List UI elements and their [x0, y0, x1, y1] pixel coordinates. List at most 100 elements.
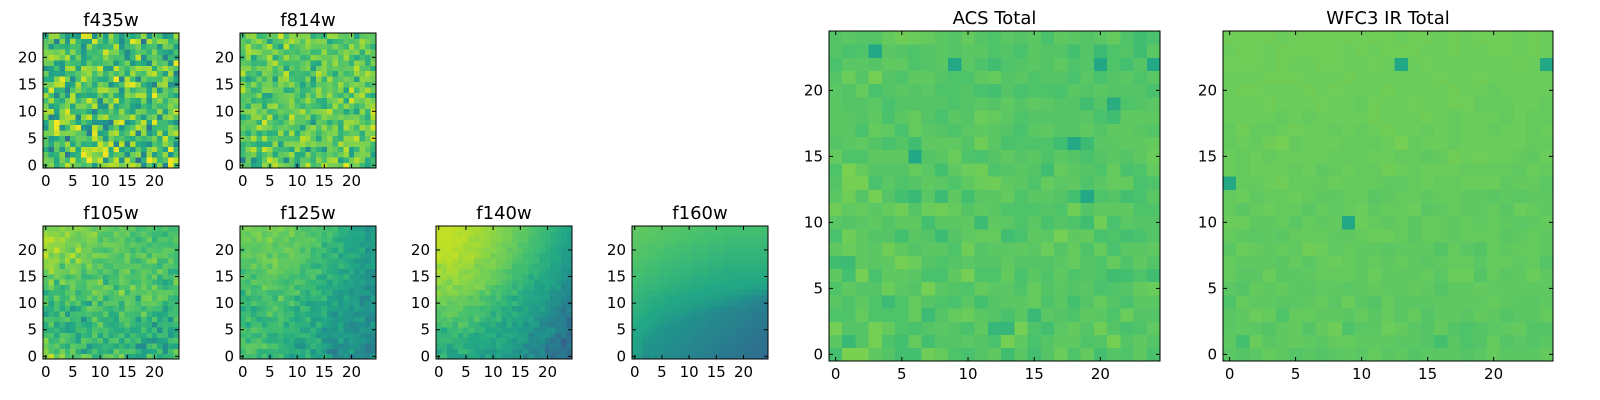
- heatmap-cell: [1223, 334, 1237, 349]
- heatmap-cell: [735, 263, 742, 269]
- heatmap-cell: [1526, 202, 1541, 217]
- heatmap-cell: [157, 226, 164, 232]
- heatmap-cell: [321, 236, 328, 243]
- heatmap-cell: [1381, 321, 1395, 335]
- heatmap-cell: [70, 43, 77, 50]
- heatmap-cell: [102, 337, 109, 344]
- heatmap-cell: [108, 257, 115, 264]
- heatmap-cell: [365, 311, 371, 317]
- heatmap-cell: [108, 268, 115, 275]
- heatmap-cell: [102, 119, 109, 126]
- heatmap-cell: [113, 337, 120, 344]
- heatmap-cell: [354, 247, 361, 253]
- heatmap-cell: [240, 311, 246, 317]
- heatmap-cell: [64, 321, 71, 328]
- heatmap-cell: [746, 321, 753, 328]
- heatmap-cell: [948, 308, 962, 322]
- heatmap-cell: [130, 97, 136, 104]
- heatmap-cell: [691, 300, 698, 307]
- heatmap-cell: [702, 311, 709, 317]
- heatmap-cell: [446, 332, 453, 339]
- heatmap-cell: [337, 135, 344, 142]
- heatmap-cell: [108, 43, 115, 50]
- heatmap-cell: [1434, 176, 1448, 190]
- heatmap-cell: [1447, 215, 1461, 230]
- heatmap-cell: [43, 343, 49, 349]
- heatmap-cell: [86, 231, 93, 238]
- heatmap-cell: [751, 257, 758, 264]
- heatmap-cell: [283, 337, 290, 344]
- heatmap-cell: [97, 305, 104, 312]
- heatmap-cell: [686, 268, 693, 275]
- heatmap-cell: [659, 289, 666, 296]
- heatmap-cell: [948, 281, 962, 296]
- heatmap-cell: [713, 343, 720, 349]
- heatmap-cell: [539, 337, 546, 344]
- heatmap-cell: [648, 321, 655, 328]
- heatmap-cell: [719, 231, 725, 238]
- heatmap-cell: [675, 236, 682, 243]
- heatmap-cell: [517, 257, 524, 264]
- heatmap-cell: [659, 343, 666, 349]
- heatmap-cell: [881, 255, 896, 269]
- heatmap-cell: [1302, 189, 1316, 203]
- heatmap-cell: [97, 252, 104, 259]
- heatmap-cell: [245, 70, 252, 77]
- heatmap-cell: [1067, 281, 1081, 296]
- heatmap-cell: [528, 316, 535, 323]
- heatmap-cell: [1381, 229, 1395, 243]
- heatmap-cell: [267, 103, 274, 109]
- heatmap-cell: [140, 38, 147, 45]
- heatmap-cell: [1355, 255, 1369, 269]
- heatmap-cell: [1014, 242, 1028, 256]
- heatmap-cell: [370, 305, 377, 312]
- heatmap-cell: [632, 295, 638, 301]
- heatmap-cell: [261, 305, 268, 312]
- heatmap-cell: [648, 268, 655, 275]
- heatmap-cell: [48, 135, 55, 142]
- heatmap-cell: [278, 70, 284, 77]
- heatmap-cell: [506, 236, 513, 243]
- heatmap-cell: [321, 43, 328, 50]
- heatmap-cell: [561, 343, 567, 349]
- heatmap-cell: [561, 263, 567, 269]
- heatmap-cell: [348, 348, 355, 355]
- heatmap-cell: [310, 316, 317, 323]
- heatmap-cell: [299, 348, 306, 355]
- heatmap-cell: [91, 348, 98, 355]
- heatmap-cell: [555, 316, 562, 323]
- heatmap-cell: [479, 305, 486, 312]
- heatmap-cell: [463, 295, 470, 301]
- heatmap-cell: [261, 43, 268, 50]
- heatmap-cell: [495, 279, 502, 285]
- heatmap-cell: [855, 321, 870, 335]
- heatmap-cell: [267, 54, 274, 61]
- heatmap-cell: [102, 332, 109, 339]
- heatmap-cell: [517, 279, 524, 285]
- heatmap-cell: [436, 316, 442, 323]
- heatmap-cell: [908, 334, 923, 349]
- heatmap-cell: [162, 49, 169, 55]
- heatmap-cell: [463, 327, 470, 333]
- heatmap-cell: [1275, 295, 1290, 309]
- heatmap-cell: [735, 305, 742, 312]
- heatmap-cell: [348, 252, 355, 259]
- heatmap-cell: [294, 305, 301, 312]
- heatmap-cell: [70, 300, 77, 307]
- heatmap-cell: [272, 103, 279, 109]
- heatmap-cell: [348, 49, 355, 55]
- heatmap-cell: [108, 92, 115, 99]
- heatmap-cell: [151, 97, 158, 104]
- heatmap-cell: [751, 226, 758, 232]
- heatmap-cell: [987, 242, 1002, 256]
- heatmap-cell: [64, 54, 71, 61]
- x-tick-label: 10: [91, 172, 110, 190]
- heatmap-cell: [359, 257, 366, 264]
- heatmap-cell: [702, 241, 709, 248]
- heatmap-cell: [1249, 347, 1263, 362]
- heatmap-cell: [140, 231, 147, 238]
- heatmap-cell: [895, 31, 909, 45]
- heatmap-cell: [1487, 242, 1501, 256]
- heatmap-cell: [135, 247, 142, 253]
- heatmap-cell: [555, 279, 562, 285]
